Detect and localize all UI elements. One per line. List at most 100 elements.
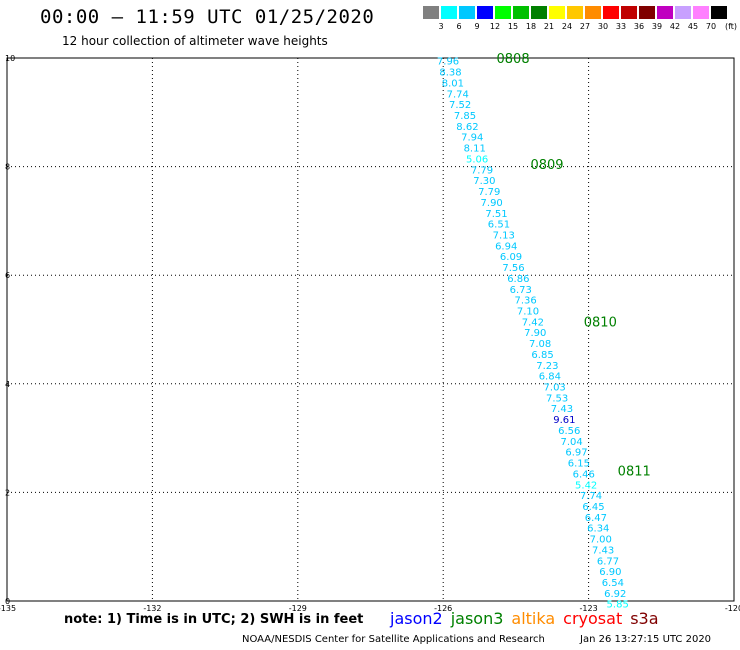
chart-title: 00:00 – 11:59 UTC 01/25/2020	[40, 6, 375, 28]
wave-height-point: 6.86	[507, 274, 529, 285]
colorbar-swatch	[441, 6, 457, 19]
wave-height-point: 7.30	[473, 176, 495, 187]
colorbar-label: 3	[438, 22, 444, 31]
wave-height-point: 7.42	[522, 317, 544, 328]
colorbar-label: 27	[579, 22, 591, 31]
wave-height-point: 8.01	[442, 78, 464, 89]
wave-height-point: 6.09	[500, 252, 522, 263]
colorbar-label: 15	[507, 22, 519, 31]
wave-height-point: 7.53	[546, 393, 568, 404]
wave-height-point: 6.92	[604, 589, 626, 600]
colorbar-label: 12	[489, 22, 501, 31]
colorbar-unit: (ft)	[724, 22, 738, 31]
colorbar-label: 9	[474, 22, 480, 31]
y-tick-label: 10	[5, 54, 15, 63]
wave-height-point: 9.61	[553, 415, 575, 426]
wave-height-point: 7.23	[536, 361, 558, 372]
colorbar-label: 45	[687, 22, 699, 31]
x-tick-label: -132	[143, 604, 161, 613]
wave-height-point: 6.85	[531, 350, 553, 361]
wave-height-point: 6.97	[565, 448, 587, 459]
satellite-legend-cryosat: cryosat	[563, 609, 623, 628]
wave-height-point: 7.00	[590, 535, 612, 546]
wave-height-points: 7.968.388.017.747.527.858.627.948.115.06…	[437, 57, 629, 611]
wave-height-point: 7.74	[580, 491, 602, 502]
wave-height-point: 7.43	[592, 545, 614, 556]
wave-height-point: 7.79	[478, 187, 500, 198]
wave-height-point: 6.45	[582, 502, 604, 513]
wave-height-point: 6.46	[573, 469, 595, 480]
colorbar-label: 36	[633, 22, 645, 31]
x-tick-label: -129	[289, 604, 307, 613]
colorbar-label: 33	[615, 22, 627, 31]
colorbar-label: 21	[543, 22, 555, 31]
wave-height-point: 7.85	[454, 111, 476, 122]
x-tick-label: -135	[0, 604, 16, 613]
colorbar-label: 24	[561, 22, 573, 31]
wave-height-point: 8.11	[464, 144, 486, 155]
wave-height-point: 5.06	[466, 154, 488, 165]
satellite-legend: jason2 jason3 altika cryosat s3a	[390, 609, 667, 628]
satellite-legend-s3a: s3a	[630, 609, 659, 628]
satellite-legend-jason2: jason2	[390, 609, 443, 628]
satellite-legend-jason3: jason3	[450, 609, 504, 628]
colorbar-swatch	[549, 6, 565, 19]
colorbar-swatch	[423, 6, 439, 19]
wave-height-point: 7.74	[447, 89, 469, 100]
colorbar-swatch	[657, 6, 673, 19]
wave-height-point: 5.85	[607, 600, 629, 611]
wave-height-point: 6.34	[587, 524, 609, 535]
colorbar-swatch	[639, 6, 655, 19]
y-axis-ticks: 0 2 4 6 8 10	[5, 54, 15, 606]
colorbar-label: 39	[651, 22, 663, 31]
wave-height-point: 7.08	[529, 339, 551, 350]
y-tick-label: 8	[5, 163, 10, 172]
plot-grid	[7, 58, 734, 601]
y-tick-label: 6	[5, 271, 10, 280]
footer-note: note: 1) Time is in UTC; 2) SWH is in fe…	[64, 612, 364, 627]
wave-height-point: 7.13	[493, 230, 515, 241]
y-tick-label: 4	[5, 380, 10, 389]
wave-height-point: 7.04	[561, 437, 583, 448]
wave-height-point: 6.94	[495, 241, 517, 252]
wave-height-point: 7.79	[471, 165, 493, 176]
colorbar-swatch	[459, 6, 475, 19]
wave-height-point: 8.62	[456, 122, 478, 133]
y-tick-label: 0	[5, 597, 10, 606]
colorbar-swatch	[693, 6, 709, 19]
wave-height-point: 7.51	[485, 209, 507, 220]
wave-height-point: 7.96	[437, 57, 459, 68]
wave-height-point: 5.42	[575, 480, 597, 491]
colorbar-swatch	[567, 6, 583, 19]
x-tick-label: -120	[725, 604, 740, 613]
wave-height-point: 6.77	[597, 556, 619, 567]
colorbar-swatch	[711, 6, 727, 19]
x-tick-label: -126	[434, 604, 452, 613]
colorbar-label: 18	[525, 22, 537, 31]
colorbar-swatch	[621, 6, 637, 19]
colorbar-label: 6	[456, 22, 462, 31]
wave-height-point: 7.56	[502, 263, 524, 274]
x-axis-ticks: -135 -132 -129 -126 -123 -120	[0, 604, 740, 613]
colorbar-label: 70	[705, 22, 717, 31]
colorbar-swatch	[531, 6, 547, 19]
footer-timestamp: Jan 26 13:27:15 UTC 2020	[580, 634, 712, 645]
chart-subtitle: 12 hour collection of altimeter wave hei…	[62, 34, 328, 48]
colorbar-label: 30	[597, 22, 609, 31]
wave-height-point: 6.47	[585, 513, 607, 524]
time-annotations: 0808 0809 0810 0811	[497, 52, 651, 480]
time-annotation: 0811	[618, 465, 651, 480]
plot-frame	[6, 57, 735, 602]
wave-height-point: 6.73	[510, 285, 532, 296]
time-annotation: 0809	[530, 158, 563, 173]
wave-height-point: 6.51	[488, 220, 510, 231]
colorbar-swatch	[675, 6, 691, 19]
wave-height-point: 6.15	[568, 459, 590, 470]
x-tick-label: -123	[580, 604, 598, 613]
wave-height-point: 7.43	[551, 404, 573, 415]
wave-height-point: 6.84	[539, 372, 561, 383]
wave-height-point: 7.36	[514, 296, 536, 307]
time-annotation: 0808	[497, 52, 530, 67]
colorbar-swatch	[603, 6, 619, 19]
wave-height-point: 8.38	[439, 68, 461, 79]
